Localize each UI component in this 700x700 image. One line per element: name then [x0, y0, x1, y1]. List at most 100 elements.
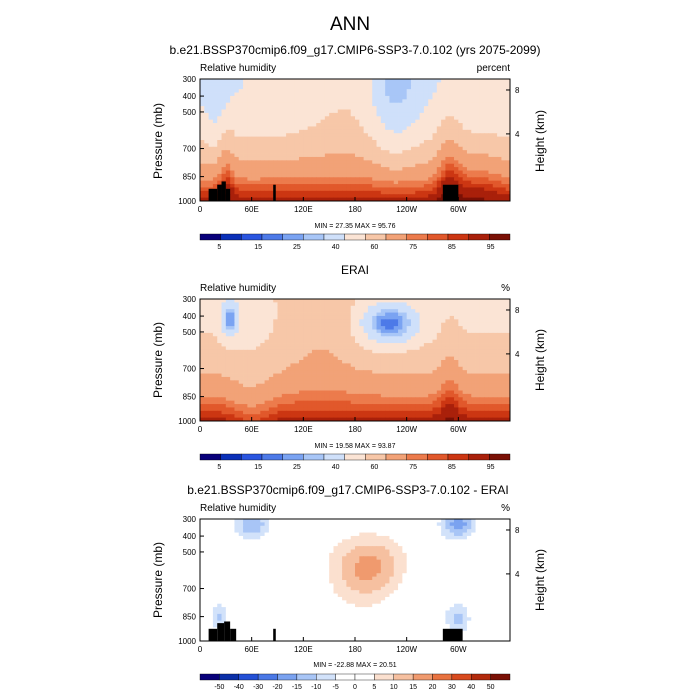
field-cell — [410, 116, 416, 121]
field-cell — [299, 329, 304, 334]
field-cell — [264, 153, 270, 158]
field-cell — [475, 95, 481, 100]
field-cell — [372, 319, 377, 324]
field-cell — [466, 146, 472, 151]
field-cell — [277, 82, 283, 87]
field-cell — [307, 163, 313, 168]
field-cell — [217, 397, 222, 402]
field-cell — [286, 376, 291, 381]
field-cell — [454, 177, 459, 182]
field-cell — [324, 360, 330, 364]
field-cell — [432, 322, 438, 327]
field-cell — [385, 309, 390, 313]
field-cell — [385, 332, 390, 337]
field-cell — [466, 336, 472, 341]
field-cell — [372, 387, 377, 391]
field-cell — [475, 346, 481, 351]
field-cell — [501, 170, 507, 175]
field-cell — [466, 373, 472, 378]
field-cell — [346, 390, 352, 395]
field-cell — [471, 123, 476, 127]
field-cell — [251, 373, 257, 378]
field-cell — [329, 102, 334, 107]
field-cell — [466, 170, 472, 175]
field-cell — [221, 177, 227, 182]
field-cell — [260, 126, 265, 131]
field-cell — [492, 163, 498, 168]
field-cell — [376, 143, 382, 148]
field-cell — [337, 126, 343, 131]
field-cell — [445, 353, 451, 358]
field-cell — [290, 106, 296, 110]
field-cell — [393, 376, 399, 381]
field-cell — [225, 370, 231, 374]
field-cell — [303, 170, 309, 175]
field-cell — [264, 309, 270, 313]
field-cell — [260, 156, 265, 161]
field-cell — [497, 197, 502, 202]
field-cell — [445, 336, 451, 341]
field-cell — [204, 156, 210, 161]
field-cell — [333, 150, 339, 154]
field-cell — [432, 136, 438, 141]
field-cell — [281, 79, 287, 83]
field-cell — [311, 315, 317, 320]
field-cell — [337, 102, 343, 107]
field-cell — [294, 150, 300, 154]
field-cell — [299, 126, 304, 131]
field-cell — [286, 383, 291, 388]
field-cell — [230, 407, 235, 412]
field-cell — [355, 106, 360, 110]
field-cell — [264, 404, 270, 408]
field-cell — [471, 79, 476, 83]
field-cell — [251, 102, 257, 107]
field-cell — [479, 360, 485, 364]
panel-1-left-label: Relative humidity — [200, 63, 276, 74]
field-cell — [208, 363, 214, 368]
field-cell — [316, 343, 321, 347]
field-cell — [389, 109, 395, 114]
field-cell — [419, 170, 425, 175]
field-cell — [230, 346, 235, 351]
field-cell — [355, 353, 360, 358]
field-cell — [462, 383, 468, 388]
field-cell — [311, 79, 317, 83]
field-cell — [423, 370, 429, 374]
field-cell — [359, 363, 365, 368]
field-cell — [410, 95, 416, 100]
field-cell — [389, 180, 395, 185]
x-tick-label: 120E — [294, 205, 313, 214]
field-cell — [454, 160, 459, 165]
field-cell — [273, 150, 278, 154]
field-cell — [208, 349, 214, 354]
field-cell — [329, 356, 334, 361]
field-cell — [255, 332, 261, 337]
field-cell — [449, 326, 455, 330]
field-cell — [449, 400, 455, 405]
field-cell — [410, 177, 416, 182]
field-cell — [303, 136, 309, 141]
field-cell — [303, 133, 309, 138]
field-cell — [212, 119, 218, 124]
field-cell — [299, 140, 304, 144]
field-cell — [311, 190, 317, 195]
field-cell — [445, 400, 451, 405]
field-cell — [372, 197, 377, 202]
field-cell — [277, 370, 283, 374]
field-cell — [255, 305, 261, 310]
field-cell — [333, 302, 339, 307]
field-cell — [406, 346, 412, 351]
field-cell — [449, 173, 455, 178]
field-cell — [329, 126, 334, 131]
field-cell — [243, 383, 248, 388]
field-cell — [458, 119, 464, 124]
field-cell — [200, 126, 205, 131]
field-cell — [462, 376, 468, 381]
field-cell — [303, 85, 309, 90]
field-cell — [208, 383, 214, 388]
field-cell — [398, 302, 403, 307]
field-cell — [436, 353, 442, 358]
field-cell — [402, 319, 408, 324]
field-cell — [286, 390, 291, 395]
field-cell — [428, 170, 433, 175]
